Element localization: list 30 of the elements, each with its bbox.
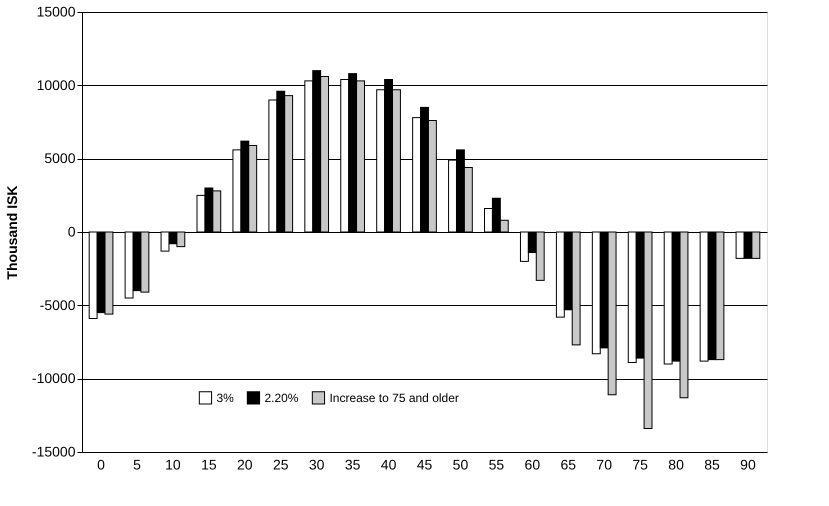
x-tick-label: 35 bbox=[344, 456, 361, 472]
x-tick-label: 70 bbox=[596, 456, 612, 472]
y-tick-label: -10000 bbox=[32, 370, 76, 386]
x-tick-label: 25 bbox=[272, 456, 289, 472]
y-tick-label: -15000 bbox=[32, 444, 76, 460]
legend-label: Increase to 75 and older bbox=[329, 390, 459, 405]
y-tick-label: 5000 bbox=[44, 150, 76, 166]
x-tick-label: 5 bbox=[133, 456, 142, 472]
x-tick-label: 30 bbox=[308, 456, 325, 472]
y-axis-title: Thousand ISK bbox=[4, 185, 20, 280]
x-tick-label: 20 bbox=[237, 456, 253, 472]
x-tick-label: 0 bbox=[97, 456, 106, 472]
y-tick-label: 0 bbox=[68, 224, 76, 240]
legend-label: 3% bbox=[216, 390, 234, 405]
x-tick-label: 45 bbox=[416, 456, 432, 472]
x-tick-label: 65 bbox=[560, 456, 576, 472]
x-tick-label: 55 bbox=[488, 456, 504, 472]
y-tick-label: -5000 bbox=[40, 296, 76, 313]
y-tick-label: 10000 bbox=[36, 76, 76, 93]
x-tick-label: 60 bbox=[524, 456, 540, 472]
x-tick-label: 75 bbox=[632, 456, 648, 472]
x-tick-label: 90 bbox=[740, 456, 756, 472]
legend-label: 2.20% bbox=[264, 390, 299, 405]
x-tick-label: 10 bbox=[165, 456, 181, 472]
x-tick-label: 40 bbox=[380, 456, 397, 472]
x-tick-label: 80 bbox=[668, 456, 684, 472]
x-tick-label: 85 bbox=[704, 456, 720, 472]
y-tick-label: 15000 bbox=[36, 4, 76, 20]
x-tick-label: 15 bbox=[201, 456, 217, 472]
x-tick-label: 50 bbox=[452, 456, 468, 472]
